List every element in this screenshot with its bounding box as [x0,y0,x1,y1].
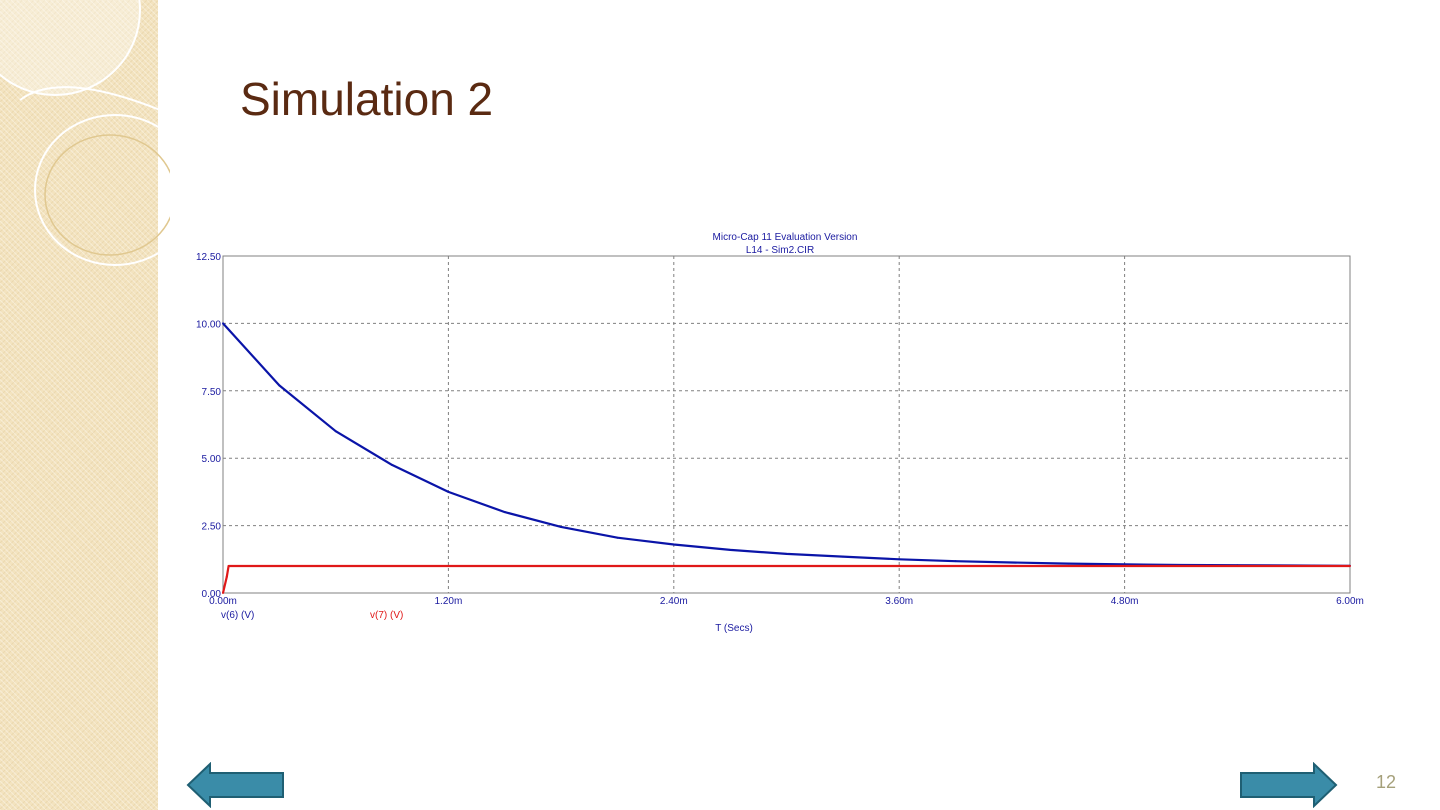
data-point [447,490,450,493]
legend-v6: v(6) (V) [221,610,254,621]
series [221,322,1351,594]
plot-frame [222,255,1351,594]
decorative-sidebar [0,0,170,810]
data-point [898,558,901,561]
data-point [954,560,957,563]
chart-title: Micro-Cap 11 Evaluation Version [713,232,858,243]
y-tick-label: 0.00 [202,589,222,600]
data-point [503,511,506,514]
y-tick-label: 5.00 [202,454,222,465]
x-tick-label: 0.00m [209,596,237,607]
x-tick-label: 6.00m [1336,596,1364,607]
x-tick-label: 3.60m [885,596,913,607]
right-arrow-icon [1240,761,1338,809]
next-slide-button[interactable] [1238,761,1338,809]
data-point [222,592,224,594]
left-arrow-icon [186,761,284,809]
series-line-v6 [222,322,1351,567]
data-point [447,565,450,568]
data-point [841,555,844,558]
data-point [672,565,675,568]
line-chart: Micro-Cap 11 Evaluation Version L14 - Si… [196,232,1364,634]
y-tick-label: 12.50 [196,252,221,263]
previous-slide-button[interactable] [186,761,286,809]
page-number: 12 [1376,772,1397,792]
data-point [315,565,318,568]
data-point [334,430,337,433]
data-point [672,543,675,546]
data-point [222,322,224,325]
slide-title: Simulation 2 [240,73,494,125]
y-tick-label: 2.50 [202,522,222,533]
y-tick-label: 7.50 [202,387,222,398]
data-point [227,565,230,568]
legend-v7: v(7) (V) [370,610,403,621]
y-tick-label: 10.00 [196,319,221,330]
x-tick-label: 2.40m [660,596,688,607]
decorative-circles [0,0,170,266]
tick-labels: 0.00m 1.20m 2.40m 3.60m 4.80m 6.00m 0.00 2.50 5.… [196,252,1364,607]
data-point [785,552,788,555]
data-point [225,575,228,578]
data-point [560,525,563,528]
x-tick-label: 4.80m [1111,596,1139,607]
data-point [729,548,732,551]
data-point [1010,561,1013,564]
x-axis-label: T (Secs) [715,623,753,634]
data-point [898,565,901,568]
data-point [1123,565,1126,568]
data-point [1349,565,1351,568]
series-line-v7 [221,564,1350,594]
x-tick-label: 1.20m [435,596,463,607]
grid [223,256,1350,593]
data-point [616,536,619,539]
data-point [278,384,281,387]
data-point [391,463,394,466]
chart-subtitle: L14 - Sim2.CIR [746,245,814,256]
data-point [1067,562,1070,565]
